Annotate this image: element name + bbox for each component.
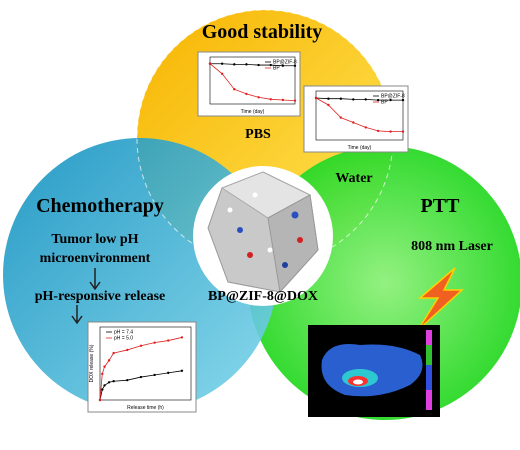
data-point xyxy=(112,380,115,383)
data-point xyxy=(103,384,106,387)
data-point xyxy=(401,98,405,102)
data-point xyxy=(167,371,170,375)
data-point xyxy=(233,88,236,91)
data-point xyxy=(233,63,236,66)
data-point xyxy=(208,62,212,65)
data-point xyxy=(281,98,285,102)
mof-crystal xyxy=(207,171,319,294)
data-point xyxy=(376,98,380,102)
stability-title: Good stability xyxy=(202,21,323,43)
data-point xyxy=(103,365,106,368)
data-point xyxy=(376,129,380,133)
ptt-title: PTT xyxy=(421,195,461,217)
data-point xyxy=(352,98,355,101)
data-point xyxy=(139,344,143,347)
chemo-step: pH-responsive release xyxy=(35,289,166,304)
plot-frame xyxy=(209,56,296,105)
data-point xyxy=(352,121,355,124)
data-point xyxy=(126,378,129,382)
data-point xyxy=(389,130,392,133)
series-line xyxy=(210,63,295,67)
x-axis-label: Time (day) xyxy=(348,145,372,151)
legend-label: BP@ZIF-8 xyxy=(273,60,297,66)
series-line xyxy=(99,370,182,401)
data-point xyxy=(167,339,170,342)
legend-label: BP@ZIF-8 xyxy=(381,94,405,100)
data-point xyxy=(364,98,367,101)
data-point xyxy=(180,336,184,339)
legend-label: pH = 5.0 xyxy=(114,336,133,342)
data-point xyxy=(126,348,129,352)
legend-label: BP xyxy=(381,100,388,106)
data-point xyxy=(293,99,297,102)
data-point xyxy=(245,63,248,66)
data-point xyxy=(139,375,143,379)
data-point xyxy=(327,103,330,107)
series-line xyxy=(99,337,182,401)
inset-panel xyxy=(87,321,197,413)
arrow xyxy=(89,268,101,291)
data-point xyxy=(364,126,367,129)
arrow xyxy=(71,305,83,325)
data-point xyxy=(257,96,260,99)
data-point xyxy=(101,388,104,391)
series-line xyxy=(315,97,403,133)
data-point xyxy=(269,98,272,101)
series-line xyxy=(315,97,403,101)
data-point xyxy=(281,64,285,67)
data-point xyxy=(153,373,156,377)
series-line xyxy=(209,63,296,102)
data-point xyxy=(339,116,343,119)
pbs-label: PBS xyxy=(245,127,271,142)
data-point xyxy=(339,97,343,100)
plot-frame xyxy=(315,90,404,141)
data-point xyxy=(245,92,248,96)
data-point xyxy=(269,63,272,67)
data-point xyxy=(107,359,111,362)
data-point xyxy=(389,98,392,102)
data-point xyxy=(257,63,260,67)
data-point xyxy=(153,341,156,344)
data-point xyxy=(101,372,104,376)
inset-panel xyxy=(197,51,301,117)
data-point xyxy=(98,398,102,402)
data-point xyxy=(180,369,184,372)
data-point xyxy=(220,72,224,75)
legend-label: BP xyxy=(273,66,280,72)
chemo-title: Chemotherapy xyxy=(36,195,164,217)
data-point xyxy=(293,64,297,67)
chemo-step: Tumor low pH xyxy=(51,232,138,247)
data-point xyxy=(107,381,111,384)
thermal-image xyxy=(308,325,440,417)
laser-label: 808 nm Laser xyxy=(411,239,493,254)
legend-label: pH = 7.4 xyxy=(114,330,133,336)
data-point xyxy=(220,62,224,65)
center-label: BP@ZIF-8@DOX xyxy=(208,289,318,304)
data-point xyxy=(314,96,318,100)
data-point xyxy=(401,130,405,133)
plot-frame xyxy=(99,326,192,401)
y-axis-label: DOX release (%) xyxy=(89,344,95,382)
chemo-step: microenvironment xyxy=(40,251,151,266)
x-axis-label: Release time (h) xyxy=(127,405,164,411)
data-point xyxy=(112,351,115,355)
x-axis-label: Time (day) xyxy=(241,109,265,115)
water-label: Water xyxy=(335,171,372,186)
inset-panel xyxy=(303,85,409,153)
data-point xyxy=(327,97,330,100)
